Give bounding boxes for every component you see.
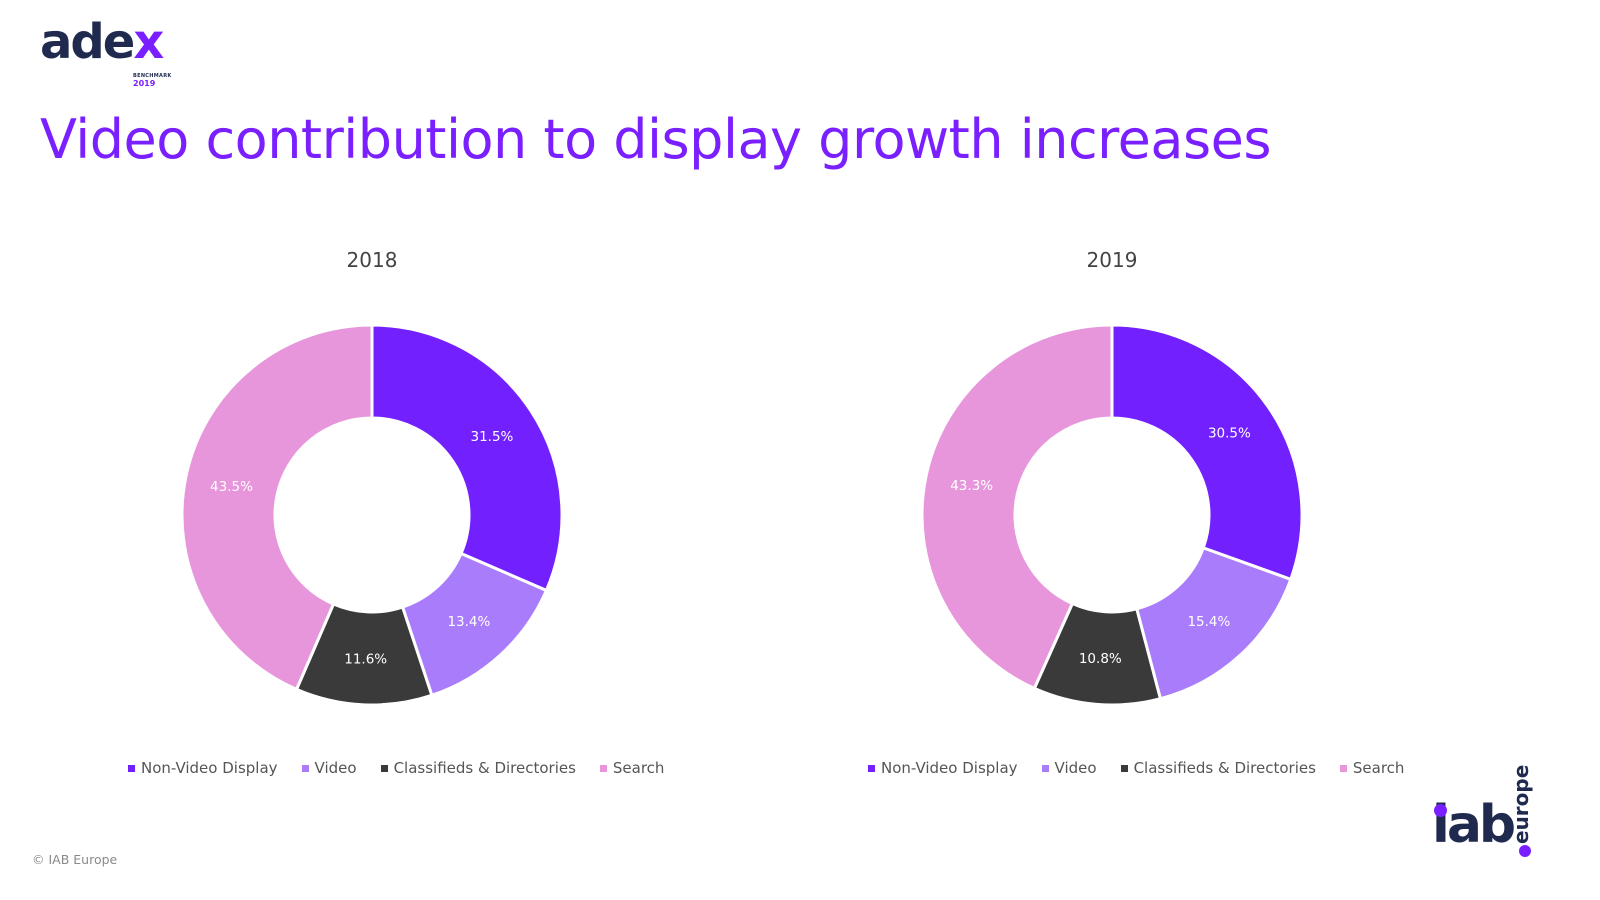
adex-logo-year: 2019 [133,79,156,88]
legend-swatch [1120,764,1128,772]
iab-logo-dot-icon [1434,804,1447,817]
adex-logo-word: adex [40,14,164,70]
data-label-video: 13.4% [447,614,490,630]
chart-title-2018: 2018 [346,248,398,272]
iab-europe-logo: iab europe [1424,760,1554,860]
donut-slice-search [180,323,374,692]
iab-logo-word: iab [1432,795,1516,855]
data-label-video: 15.4% [1187,614,1230,630]
legend-swatch [868,764,875,772]
data-label-classifieds-directories: 11.6% [344,651,387,667]
legend-item-classifieds: Classifieds & Directories [380,759,576,777]
legend-item-non-video-display: Non-Video Display [128,759,278,777]
data-label-search: 43.3% [950,478,993,494]
chart-title-2019: 2019 [1086,248,1138,272]
adex-benchmark-logo: adex BENCHMARK 2019 [36,10,186,90]
legend-item-search: Search [599,759,665,777]
legend-swatch [301,764,309,772]
legend-swatch [1339,764,1347,772]
legend-swatch [128,764,135,772]
donut-slice-search [920,323,1114,691]
legend-2018: Non-Video Display Video Classifieds & Di… [128,759,664,777]
legend-item-search: Search [1339,759,1405,777]
iab-logo-dot-icon [1519,845,1531,857]
data-label-classifieds-directories: 10.8% [1079,651,1122,667]
legend-swatch [1041,764,1049,772]
donut-slice-non-video-display [1110,323,1304,582]
legend-swatch [380,764,388,772]
legend-label: Classifieds & Directories [393,759,576,777]
legend-item-video: Video [1041,759,1097,777]
copyright-footer: © IAB Europe [32,852,118,867]
data-label-non-video-display: 30.5% [1208,425,1251,441]
legend-label: Video [314,759,357,777]
legend-item-classifieds: Classifieds & Directories [1120,759,1316,777]
data-label-search: 43.5% [210,479,253,495]
legend-label: Non-Video Display [881,759,1018,777]
adex-logo-benchmark: BENCHMARK [133,73,172,79]
legend-label: Search [612,759,665,777]
iab-logo-europe: europe [1509,764,1533,844]
legend-label: Non-Video Display [141,759,278,777]
legend-label: Classifieds & Directories [1133,759,1316,777]
legend-swatch [599,764,607,772]
legend-label: Search [1352,759,1405,777]
donut-chart-2019: 30.5% 15.4% 10.8% 43.3% [920,323,1304,707]
legend-2019: Non-Video Display Video Classifieds & Di… [868,759,1404,777]
legend-label: Video [1054,759,1097,777]
page-title: Video contribution to display growth inc… [40,108,1271,171]
donut-slice-video [1134,545,1293,701]
legend-item-video: Video [301,759,357,777]
data-label-non-video-display: 31.5% [470,429,513,445]
legend-item-non-video-display: Non-Video Display [868,759,1018,777]
donut-slice-non-video-display [370,323,564,593]
donut-chart-2018: 31.5% 13.4% 11.6% 43.5% [180,323,564,707]
